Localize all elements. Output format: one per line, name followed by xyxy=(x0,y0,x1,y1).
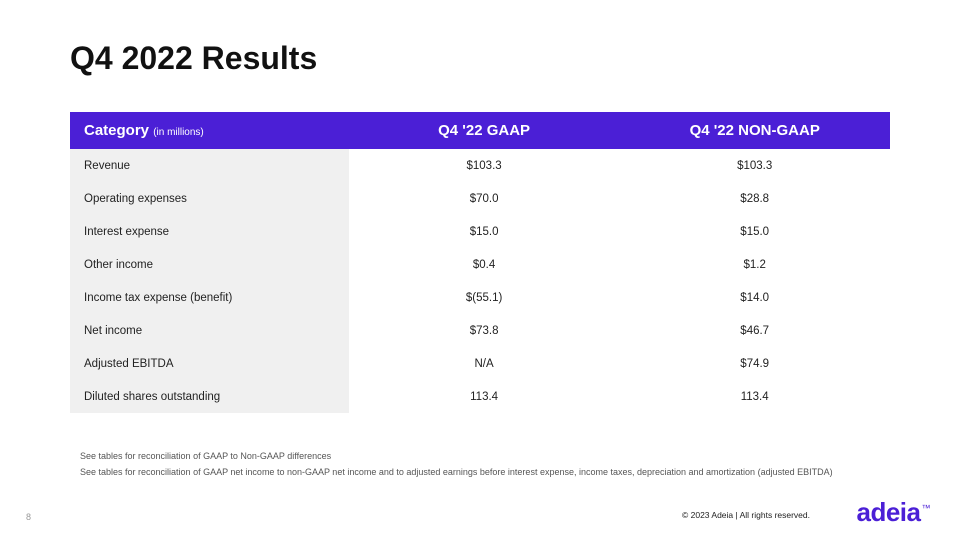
cell-category: Adjusted EBITDA xyxy=(70,347,349,380)
slide: Q4 2022 Results Category (in millions) Q… xyxy=(0,0,960,540)
table-row: Operating expenses$70.0$28.8 xyxy=(70,182,890,215)
cell-nongaap: $46.7 xyxy=(619,314,890,347)
cell-gaap: $(55.1) xyxy=(349,281,620,314)
cell-gaap: 113.4 xyxy=(349,380,620,413)
cell-category: Other income xyxy=(70,248,349,281)
cell-nongaap: $103.3 xyxy=(619,149,890,182)
footnotes: See tables for reconciliation of GAAP to… xyxy=(80,448,833,480)
cell-nongaap: $15.0 xyxy=(619,215,890,248)
cell-nongaap: $14.0 xyxy=(619,281,890,314)
header-col-nongaap: Q4 '22 NON-GAAP xyxy=(619,112,890,149)
table-row: Net income$73.8$46.7 xyxy=(70,314,890,347)
cell-nongaap: $1.2 xyxy=(619,248,890,281)
cell-nongaap: $28.8 xyxy=(619,182,890,215)
table-row: Diluted shares outstanding113.4113.4 xyxy=(70,380,890,413)
cell-nongaap: 113.4 xyxy=(619,380,890,413)
cell-category: Interest expense xyxy=(70,215,349,248)
table-header-row: Category (in millions) Q4 '22 GAAP Q4 '2… xyxy=(70,112,890,149)
brand-logo: adeia™ xyxy=(857,497,931,528)
cell-gaap: $70.0 xyxy=(349,182,620,215)
cell-category: Operating expenses xyxy=(70,182,349,215)
footnote-line: See tables for reconciliation of GAAP to… xyxy=(80,448,833,464)
cell-gaap: $0.4 xyxy=(349,248,620,281)
header-category-label: Category xyxy=(84,122,149,139)
cell-gaap: $103.3 xyxy=(349,149,620,182)
cell-category: Diluted shares outstanding xyxy=(70,380,349,413)
page-title: Q4 2022 Results xyxy=(70,40,317,77)
table-row: Revenue$103.3$103.3 xyxy=(70,149,890,182)
copyright-text: © 2023 Adeia | All rights reserved. xyxy=(682,510,810,520)
table-row: Adjusted EBITDAN/A$74.9 xyxy=(70,347,890,380)
table-row: Income tax expense (benefit)$(55.1)$14.0 xyxy=(70,281,890,314)
header-col-gaap: Q4 '22 GAAP xyxy=(349,112,620,149)
cell-category: Revenue xyxy=(70,149,349,182)
cell-nongaap: $74.9 xyxy=(619,347,890,380)
results-table: Category (in millions) Q4 '22 GAAP Q4 '2… xyxy=(70,112,890,413)
logo-tm: ™ xyxy=(922,503,931,513)
header-category: Category (in millions) xyxy=(70,112,349,149)
table-body: Revenue$103.3$103.3Operating expenses$70… xyxy=(70,149,890,413)
footnote-line: See tables for reconciliation of GAAP ne… xyxy=(80,464,833,480)
cell-category: Income tax expense (benefit) xyxy=(70,281,349,314)
table-row: Other income$0.4$1.2 xyxy=(70,248,890,281)
table-row: Interest expense$15.0$15.0 xyxy=(70,215,890,248)
page-number: 8 xyxy=(26,512,31,522)
logo-text: adeia xyxy=(857,497,921,527)
cell-gaap: $15.0 xyxy=(349,215,620,248)
results-table-wrap: Category (in millions) Q4 '22 GAAP Q4 '2… xyxy=(70,112,890,413)
header-category-sub: (in millions) xyxy=(153,127,204,138)
cell-gaap: $73.8 xyxy=(349,314,620,347)
cell-category: Net income xyxy=(70,314,349,347)
cell-gaap: N/A xyxy=(349,347,620,380)
